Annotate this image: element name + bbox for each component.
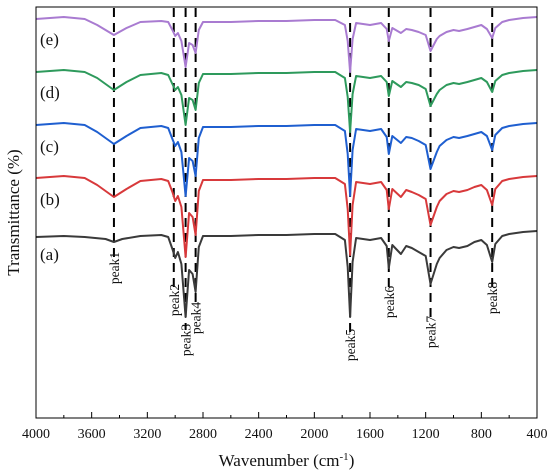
peak-label-peak5: peak5: [343, 329, 358, 361]
spectra-layer: [35, 16, 538, 318]
x-tick-label-4000: 4000: [22, 427, 50, 442]
x-tick-label-2400: 2400: [245, 427, 273, 442]
peak-label-peak4: peak4: [189, 302, 204, 334]
x-tick-label-3200: 3200: [133, 427, 161, 442]
curve-label-e: (e): [40, 30, 59, 49]
peak-label-peak1: peak1: [107, 252, 122, 284]
plot-frame: [35, 6, 538, 419]
peak-label-peak3: peak3: [179, 324, 194, 356]
peak-label-peak8: peak8: [485, 282, 500, 314]
spectrum-line-c: [35, 122, 538, 197]
peak-label-peak2: peak2: [167, 284, 182, 316]
x-axis-title-main: Wavenumber (cm: [219, 451, 340, 470]
y-axis-title: Transmittance (%): [4, 149, 23, 275]
curve-labels: (a) (b) (c) (d) (e): [40, 30, 60, 264]
peak-label-peak7: peak7: [424, 316, 439, 348]
x-tick-label-2000: 2000: [300, 427, 328, 442]
x-tick-label-800: 800: [471, 427, 492, 442]
peak-label-peak6: peak6: [382, 286, 397, 318]
x-axis-ticks: 4000 3600 3200 2800 2400 2000 1600 1200 800 400: [22, 412, 548, 442]
x-tick-label-1600: 1600: [356, 427, 384, 442]
curve-label-d: (d): [40, 83, 60, 102]
spectrum-line-e: [35, 16, 538, 73]
curve-label-b: (b): [40, 190, 60, 209]
spectrum-line-a: [35, 230, 538, 318]
x-tick-label-400: 400: [527, 427, 548, 442]
x-tick-label-1200: 1200: [412, 427, 440, 442]
curve-label-c: (c): [40, 137, 59, 156]
spectrum-line-b: [35, 175, 538, 258]
x-axis-title: Wavenumber (cm-1): [219, 451, 355, 470]
x-axis-title-close: ): [349, 451, 355, 470]
x-tick-label-3600: 3600: [78, 427, 106, 442]
curve-label-a: (a): [40, 245, 59, 264]
x-axis-title-superscript: -1: [340, 451, 349, 463]
x-tick-label-2800: 2800: [189, 427, 217, 442]
spectrum-line-d: [35, 69, 538, 133]
